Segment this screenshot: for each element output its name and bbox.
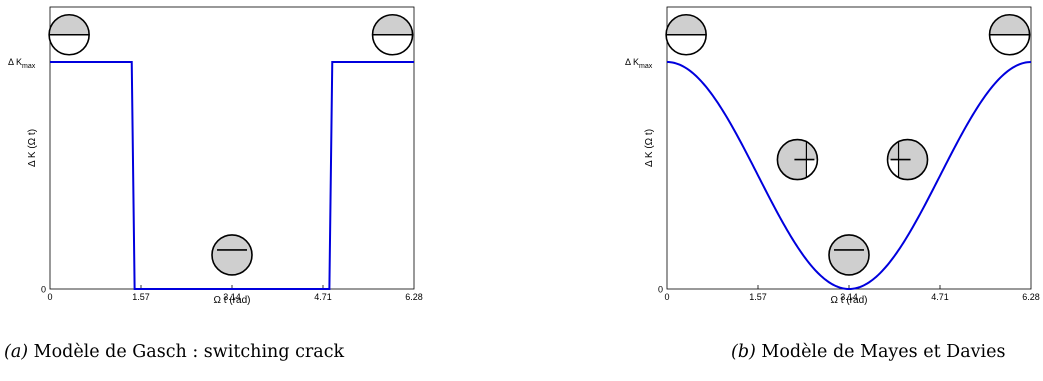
caption-b-tag: (b) <box>731 342 756 362</box>
crack-closed-icon-b-0 <box>665 13 707 56</box>
ytick-zero-a: 0 <box>41 285 46 295</box>
caption-a: (a) Modèle de Gasch : switching crack <box>4 342 344 362</box>
caption-b: (b) Modèle de Mayes et Davies <box>731 342 1005 362</box>
ytick-zero-b: 0 <box>658 285 663 295</box>
crack-partial-right-icon-b-1 <box>776 138 819 181</box>
caption-a-text: Modèle de Gasch : switching crack <box>28 342 345 362</box>
xtick-label-b-4: 6.28 <box>1022 292 1040 302</box>
panel-b: 0 1.57 3.14 4.71 6.28 0 Δ Kmax Ω t (rad) Δ K… <box>625 6 1040 306</box>
xlabel-b: Ω t (rad) <box>831 295 868 306</box>
crack-open-icon-a-1 <box>211 234 253 276</box>
xtick-label-b-2: 3.14 <box>840 292 858 302</box>
panel-a: 0 1.57 3.14 4.71 6.28 0 Δ Kmax Ω t (rad) Δ K… <box>8 6 423 306</box>
xtick-label-a-0: 0 <box>47 292 52 302</box>
xtick-label-a-1: 1.57 <box>132 292 150 302</box>
xtick-label-a-2: 3.14 <box>223 292 241 302</box>
series-line-b-0 <box>666 61 1032 291</box>
xtick-label-a-4: 6.28 <box>405 292 423 302</box>
xtick-label-b-0: 0 <box>664 292 669 302</box>
crack-closed-icon-a-0 <box>48 13 90 56</box>
series-line-a-0 <box>50 61 414 290</box>
ylabel-a: Δ K (Ω t) <box>27 129 38 167</box>
xtick-label-b-3: 4.71 <box>931 292 949 302</box>
xtick-label-b-1: 1.57 <box>749 292 767 302</box>
ylabel-b: Δ K (Ω t) <box>644 129 655 167</box>
ytick-max-a: Δ Kmax <box>8 57 36 70</box>
xtick-label-a-3: 4.71 <box>314 292 332 302</box>
ytick-max-b: Δ Kmax <box>625 57 653 70</box>
crack-partial-left-icon-b-3 <box>886 138 929 181</box>
crack-open-icon-b-2 <box>828 234 870 276</box>
crack-closed-icon-b-4 <box>988 13 1031 56</box>
caption-a-tag: (a) <box>4 342 29 362</box>
caption-b-text: Modèle de Mayes et Davies <box>755 342 1006 362</box>
xlabel-a: Ω t (rad) <box>214 295 251 306</box>
crack-closed-icon-a-2 <box>371 13 414 56</box>
